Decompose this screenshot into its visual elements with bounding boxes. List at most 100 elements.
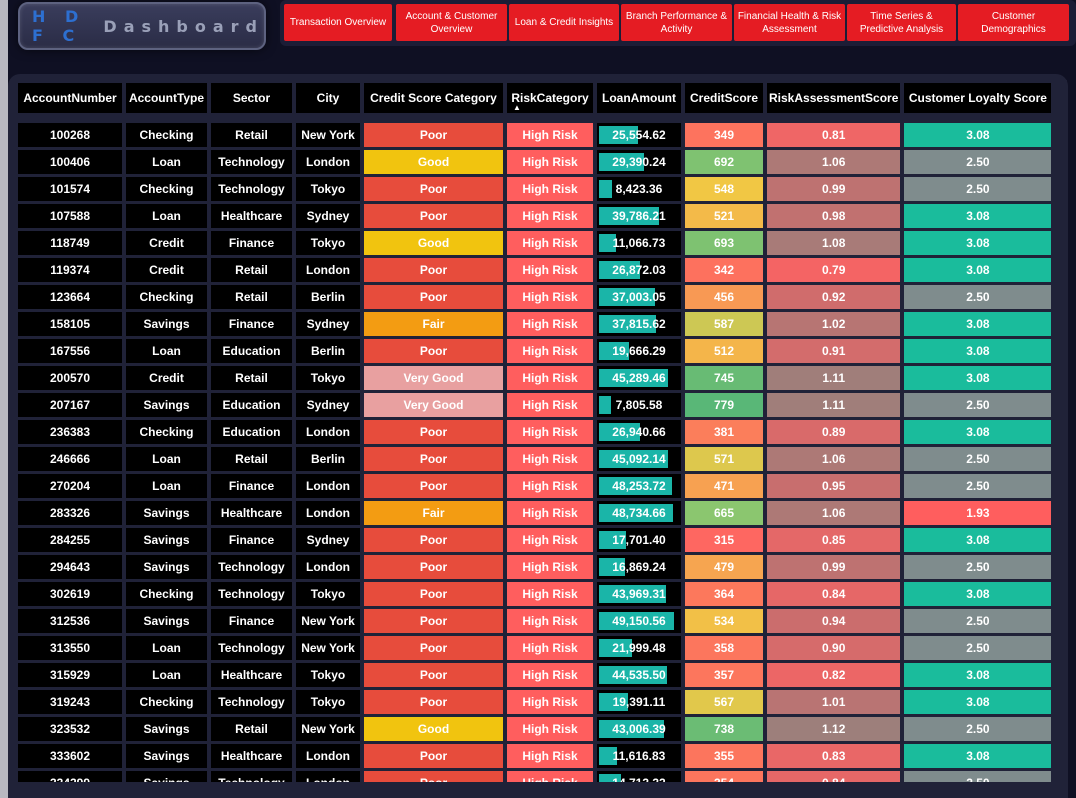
cell-credit-score: 779 bbox=[685, 393, 763, 417]
cell-risk-category: High Risk bbox=[507, 123, 593, 147]
col-header-account-number[interactable]: AccountNumber bbox=[18, 83, 122, 113]
cell-account-number: 319243 bbox=[18, 690, 122, 714]
cell-risk-category: High Risk bbox=[507, 555, 593, 579]
cell-risk-category: High Risk bbox=[507, 501, 593, 525]
table-row[interactable]: 100268 Checking Retail New York Poor High Ris… bbox=[18, 123, 1052, 147]
loan-amount-value: 43,006.39 bbox=[612, 722, 666, 736]
col-header-credit-score[interactable]: CreditScore bbox=[685, 83, 763, 113]
cell-sector: Education bbox=[211, 339, 292, 363]
col-header-risk-assessment-score[interactable]: RiskAssessmentScore bbox=[767, 83, 901, 113]
table-row[interactable]: 270204 Loan Finance London Poor High Risk 48,2… bbox=[18, 474, 1052, 498]
table-row[interactable]: 207167 Savings Education Sydney Very Good Hig… bbox=[18, 393, 1052, 417]
cell-city: New York bbox=[296, 123, 360, 147]
cell-risk-assessment-score: 0.84 bbox=[767, 771, 901, 782]
col-header-credit-score-category[interactable]: Credit Score Category bbox=[364, 83, 503, 113]
cell-sector: Education bbox=[211, 420, 292, 444]
table-row[interactable]: 167556 Loan Education Berlin Poor High Risk 19… bbox=[18, 339, 1052, 363]
account-table-container[interactable]: AccountNumber AccountType Sector City Cr… bbox=[18, 80, 1061, 782]
cell-loan-amount: 29,390.24 bbox=[597, 150, 681, 174]
table-row[interactable]: 246666 Loan Retail Berlin Poor High Risk 45,09… bbox=[18, 447, 1052, 471]
cell-account-type: Loan bbox=[126, 150, 207, 174]
cell-risk-category: High Risk bbox=[507, 393, 593, 417]
cell-credit-score: 738 bbox=[685, 717, 763, 741]
nav-account-customer-overview[interactable]: Account & Customer Overview bbox=[396, 4, 507, 41]
cell-credit-score: 358 bbox=[685, 636, 763, 660]
table-row[interactable]: 200570 Credit Retail Tokyo Very Good High Ris… bbox=[18, 366, 1052, 390]
loan-amount-value: 44,535.50 bbox=[612, 668, 666, 682]
cell-credit-score-category: Poor bbox=[364, 528, 503, 552]
cell-account-type: Loan bbox=[126, 636, 207, 660]
cell-sector: Healthcare bbox=[211, 744, 292, 768]
cell-account-type: Savings bbox=[126, 771, 207, 782]
nav-customer-demographics[interactable]: Customer Demographics bbox=[958, 4, 1069, 41]
table-row[interactable]: 294643 Savings Technology London Poor High Ri… bbox=[18, 555, 1052, 579]
cell-sector: Technology bbox=[211, 555, 292, 579]
nav-financial-health-risk[interactable]: Financial Health & Risk Assessment bbox=[734, 4, 845, 41]
loan-amount-bar bbox=[599, 126, 638, 144]
cell-loan-amount: 19,391.11 bbox=[597, 690, 681, 714]
loan-amount-value: 14,713.32 bbox=[612, 776, 665, 782]
cell-risk-category: High Risk bbox=[507, 285, 593, 309]
col-header-loan-amount[interactable]: LoanAmount bbox=[597, 83, 681, 113]
vertical-scrollbar[interactable] bbox=[1061, 80, 1067, 780]
table-row[interactable]: 284255 Savings Finance Sydney Poor High Risk 1… bbox=[18, 528, 1052, 552]
col-header-sector[interactable]: Sector bbox=[211, 83, 292, 113]
table-row[interactable]: 118749 Credit Finance Tokyo Good High Risk 11,… bbox=[18, 231, 1052, 255]
table-row[interactable]: 101574 Checking Technology Tokyo Poor High Ri… bbox=[18, 177, 1052, 201]
table-row[interactable]: 283326 Savings Healthcare London Fair High Ri… bbox=[18, 501, 1052, 525]
table-row[interactable]: 312536 Savings Finance New York Poor High Ris… bbox=[18, 609, 1052, 633]
cell-loyalty-score: 1.93 bbox=[904, 501, 1052, 525]
table-row[interactable]: 302619 Checking Technology Tokyo Poor High Ri… bbox=[18, 582, 1052, 606]
cell-account-type: Checking bbox=[126, 690, 207, 714]
cell-credit-score: 512 bbox=[685, 339, 763, 363]
cell-loan-amount: 43,969.31 bbox=[597, 582, 681, 606]
cell-credit-score: 745 bbox=[685, 366, 763, 390]
table-row[interactable]: 123664 Checking Retail Berlin Poor High Risk 3… bbox=[18, 285, 1052, 309]
cell-credit-score-category: Poor bbox=[364, 744, 503, 768]
cell-city: London bbox=[296, 555, 360, 579]
cell-sector: Technology bbox=[211, 771, 292, 782]
cell-risk-assessment-score: 0.84 bbox=[767, 582, 901, 606]
table-row[interactable]: 319243 Checking Technology Tokyo Poor High Ri… bbox=[18, 690, 1052, 714]
loan-amount-value: 16,869.24 bbox=[612, 560, 666, 574]
cell-city: Sydney bbox=[296, 204, 360, 228]
cell-account-number: 246666 bbox=[18, 447, 122, 471]
cell-loan-amount: 37,815.62 bbox=[597, 312, 681, 336]
nav-loan-credit-insights[interactable]: Loan & Credit Insights bbox=[509, 4, 619, 41]
table-row[interactable]: 315929 Loan Healthcare Tokyo Poor High Risk 44… bbox=[18, 663, 1052, 687]
col-header-risk-category[interactable]: RiskCategory ▲ bbox=[507, 83, 593, 113]
loan-amount-bar bbox=[599, 774, 621, 782]
table-row[interactable]: 107588 Loan Healthcare Sydney Poor High Risk 3… bbox=[18, 204, 1052, 228]
cell-loyalty-score: 2.50 bbox=[904, 771, 1052, 782]
table-row[interactable]: 313550 Loan Technology New York Poor High Ris… bbox=[18, 636, 1052, 660]
cell-credit-score: 521 bbox=[685, 204, 763, 228]
nav-transaction-overview[interactable]: Transaction Overview bbox=[284, 4, 392, 41]
nav-time-series[interactable]: Time Series & Predictive Analysis bbox=[847, 4, 956, 41]
cell-loan-amount: 26,872.03 bbox=[597, 258, 681, 282]
col-header-city[interactable]: City bbox=[296, 83, 360, 113]
table-row[interactable]: 158105 Savings Finance Sydney Fair High Risk 3… bbox=[18, 312, 1052, 336]
table-row[interactable]: 236383 Checking Education London Poor High Ri… bbox=[18, 420, 1052, 444]
cell-account-number: 200570 bbox=[18, 366, 122, 390]
cell-city: London bbox=[296, 474, 360, 498]
cell-credit-score-category: Poor bbox=[364, 420, 503, 444]
col-header-loyalty-score[interactable]: Customer Loyalty Score bbox=[904, 83, 1052, 113]
table-row[interactable]: 323532 Savings Retail New York Good High Risk… bbox=[18, 717, 1052, 741]
nav-branch-performance[interactable]: Branch Performance & Activity bbox=[621, 4, 732, 41]
cell-credit-score-category: Poor bbox=[364, 474, 503, 498]
cell-loan-amount: 49,150.56 bbox=[597, 609, 681, 633]
table-row[interactable]: 334299 Savings Technology London Poor High Ri… bbox=[18, 771, 1052, 782]
cell-risk-category: High Risk bbox=[507, 771, 593, 782]
loan-amount-value: 45,092.14 bbox=[612, 452, 666, 466]
cell-city: Sydney bbox=[296, 312, 360, 336]
table-row[interactable]: 333602 Savings Healthcare London Poor High Ri… bbox=[18, 744, 1052, 768]
cell-risk-category: High Risk bbox=[507, 663, 593, 687]
cell-credit-score: 355 bbox=[685, 744, 763, 768]
loan-amount-bar bbox=[599, 234, 616, 252]
cell-city: Tokyo bbox=[296, 231, 360, 255]
table-row[interactable]: 119374 Credit Retail London Poor High Risk 26,… bbox=[18, 258, 1052, 282]
col-header-account-type[interactable]: AccountType bbox=[126, 83, 207, 113]
cell-credit-score-category: Fair bbox=[364, 312, 503, 336]
sort-ascending-icon[interactable]: ▲ bbox=[513, 103, 521, 112]
table-row[interactable]: 100406 Loan Technology London Good High Risk 2… bbox=[18, 150, 1052, 174]
